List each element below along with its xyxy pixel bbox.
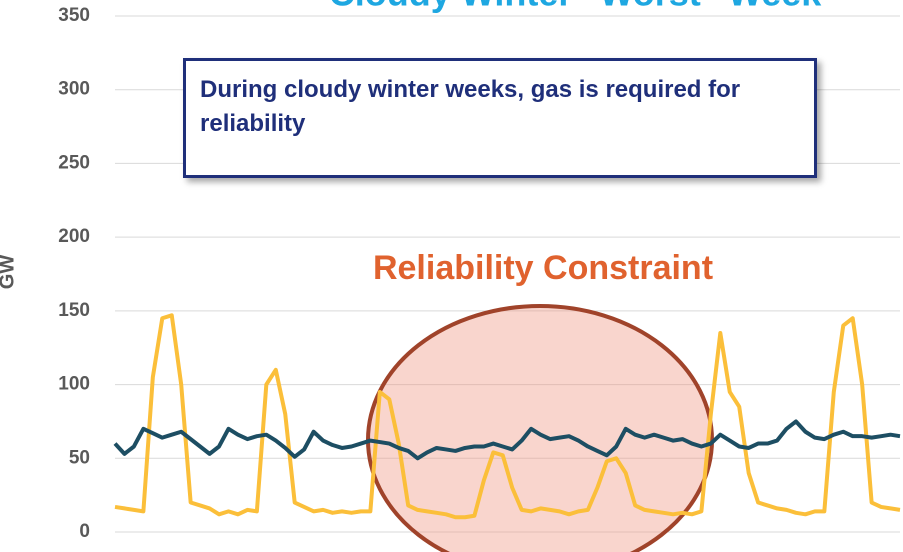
- constraint-label: Reliability Constraint: [373, 249, 713, 287]
- y-tick-label: 350: [58, 5, 90, 26]
- callout-box: During cloudy winter weeks, gas is requi…: [183, 58, 817, 178]
- y-axis-label: GW: [0, 255, 18, 290]
- constraint-ellipse: [366, 304, 714, 552]
- series-line: [113, 419, 901, 461]
- series-line: [114, 313, 901, 520]
- y-tick-label: 200: [58, 226, 90, 247]
- y-tick-label: 50: [69, 447, 90, 468]
- y-tick-label: 100: [58, 374, 90, 395]
- y-tick-label: 0: [79, 521, 90, 542]
- y-tick-label: 250: [58, 152, 90, 173]
- y-tick-label: 300: [58, 79, 90, 100]
- chart-title: Cloudy Winter "Worst" Week: [329, 0, 823, 14]
- y-tick-label: 150: [58, 300, 90, 321]
